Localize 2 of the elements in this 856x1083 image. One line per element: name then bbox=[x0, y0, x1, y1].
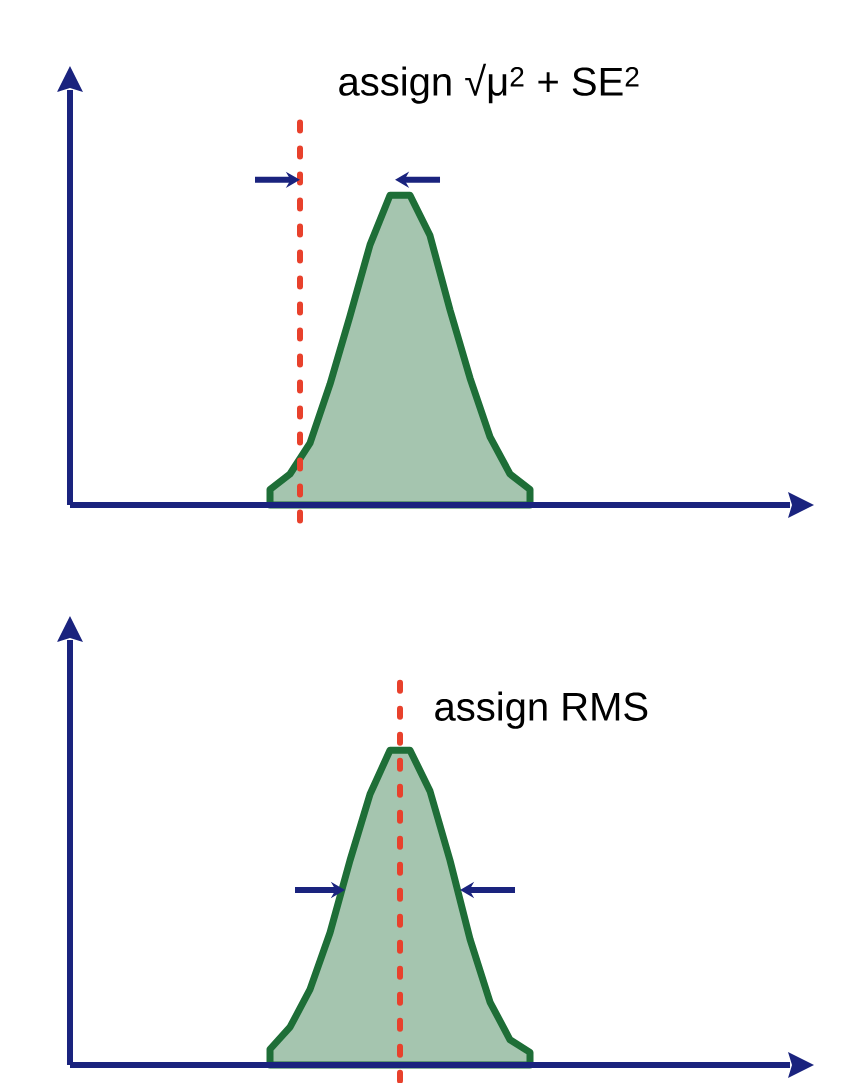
text: assign RMS bbox=[435, 691, 648, 729]
text: assign √μ$^{2}$ + SE$^{2}$ bbox=[339, 63, 639, 104]
